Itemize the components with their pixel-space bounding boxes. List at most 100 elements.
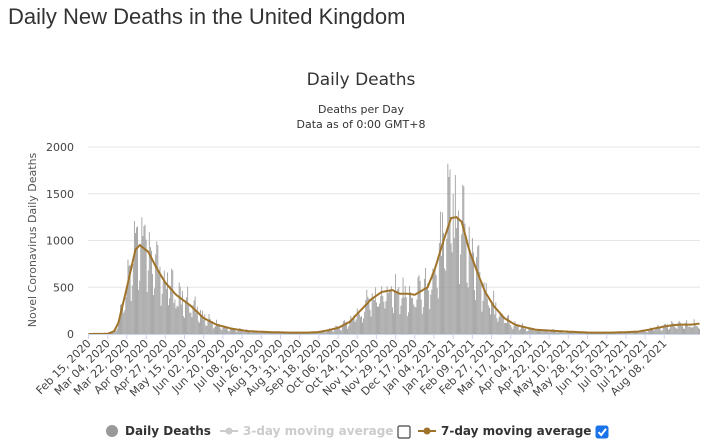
daily-deaths-bar	[397, 289, 399, 334]
daily-deaths-bar	[255, 331, 257, 334]
daily-deaths-bar	[406, 316, 408, 334]
gridlines	[88, 146, 700, 335]
daily-deaths-bar	[587, 333, 588, 334]
daily-deaths-bar	[515, 324, 517, 334]
daily-deaths-bar	[250, 332, 252, 334]
daily-deaths-bar	[545, 329, 547, 334]
daily-deaths-bar	[550, 330, 552, 334]
daily-deaths-bar	[377, 306, 378, 334]
daily-deaths-bar	[699, 329, 700, 334]
daily-deaths-bar	[328, 329, 329, 334]
daily-deaths-bar	[154, 288, 156, 334]
unchecked-checkbox-icon[interactable]	[397, 425, 411, 439]
daily-deaths-bar	[334, 328, 336, 334]
daily-deaths-bar	[362, 322, 363, 334]
daily-deaths-bar	[398, 287, 400, 334]
daily-deaths-bar	[529, 328, 531, 334]
daily-deaths-bar	[240, 329, 242, 334]
daily-deaths-bar	[438, 242, 440, 334]
checked-checkbox-icon[interactable]	[595, 425, 609, 439]
legend-3day-average[interactable]: 3-day moving average	[220, 424, 393, 438]
daily-deaths-bar	[238, 328, 240, 334]
daily-deaths-bar	[570, 331, 571, 334]
daily-deaths-bar	[395, 274, 397, 334]
daily-deaths-bar	[318, 332, 320, 334]
daily-deaths-bar	[496, 318, 498, 334]
daily-deaths-bar	[393, 313, 394, 334]
daily-deaths-bar	[453, 237, 455, 334]
daily-deaths-bar	[158, 270, 160, 334]
daily-deaths-bar	[427, 283, 429, 334]
daily-deaths-bar	[468, 226, 470, 334]
daily-deaths-bar	[662, 325, 664, 334]
daily-deaths-bar	[479, 272, 481, 334]
daily-deaths-bar	[486, 298, 488, 334]
daily-deaths-bar	[248, 331, 249, 334]
daily-deaths-bar	[242, 331, 244, 334]
daily-deaths-bar	[416, 299, 418, 334]
daily-deaths-bar	[506, 323, 507, 334]
daily-deaths-bar	[637, 331, 639, 334]
daily-deaths-bar	[655, 327, 657, 334]
daily-deaths-bar	[579, 332, 581, 334]
daily-deaths-bar	[136, 227, 137, 334]
daily-deaths-bar	[331, 328, 333, 334]
daily-deaths-bar	[169, 298, 170, 334]
y-tick-label: 1000	[46, 235, 74, 248]
daily-deaths-bar	[663, 324, 665, 334]
daily-deaths-bar	[695, 326, 697, 334]
legend-daily-deaths[interactable]: Daily Deaths	[106, 424, 211, 438]
daily-deaths-bar	[234, 327, 236, 334]
daily-deaths-bar	[691, 327, 693, 334]
daily-deaths-bar	[562, 332, 564, 334]
ma7-checkbox[interactable]	[595, 425, 609, 439]
daily-deaths-bar	[353, 315, 355, 334]
daily-deaths-bar	[388, 290, 390, 334]
daily-deaths-bar	[500, 314, 502, 334]
daily-deaths-bar	[624, 332, 626, 334]
daily-deaths-bar	[177, 306, 179, 334]
daily-deaths-bar	[120, 304, 121, 334]
daily-deaths-bar	[678, 320, 680, 334]
daily-deaths-bar	[205, 325, 207, 334]
daily-deaths-bar	[426, 287, 427, 334]
daily-deaths-bar	[367, 296, 369, 334]
daily-deaths-bar	[253, 331, 255, 334]
daily-deaths-bar	[212, 328, 214, 334]
daily-deaths-bar	[337, 326, 339, 334]
daily-deaths-bar	[323, 331, 325, 334]
daily-deaths-bar	[659, 326, 661, 334]
chart-subtitle-line-2: Data as of 0:00 GMT+8	[297, 118, 426, 131]
daily-deaths-bar	[237, 330, 239, 334]
daily-deaths-bar	[350, 315, 352, 334]
legend-7day-average[interactable]: 7-day moving average	[418, 424, 591, 438]
daily-deaths-bar	[217, 325, 218, 334]
daily-deaths-bar	[510, 325, 512, 334]
daily-deaths-bar	[348, 326, 350, 334]
daily-deaths-bar	[458, 210, 459, 334]
ma3-checkbox[interactable]	[397, 425, 411, 439]
daily-deaths-bar	[266, 333, 268, 334]
daily-deaths-bar	[336, 326, 338, 334]
daily-deaths-bar	[571, 332, 572, 334]
daily-deaths-bar	[366, 289, 368, 334]
daily-deaths-bar	[511, 327, 513, 334]
daily-deaths-bar	[155, 254, 157, 334]
daily-deaths-bar	[144, 224, 146, 334]
daily-deaths-bar	[688, 326, 690, 334]
daily-deaths-bar	[345, 322, 346, 334]
daily-deaths-bar	[532, 328, 534, 334]
daily-deaths-bar	[203, 319, 205, 334]
daily-deaths-bar	[226, 328, 228, 334]
daily-deaths-bar	[333, 331, 335, 334]
daily-deaths-bar	[216, 319, 217, 334]
daily-deaths-bar	[658, 326, 660, 334]
daily-deaths-bar	[123, 312, 125, 334]
daily-deaths-bar	[478, 245, 480, 334]
daily-deaths-bar	[420, 299, 422, 334]
daily-deaths-bar	[557, 332, 559, 334]
daily-deaths-bar	[681, 325, 683, 334]
daily-deaths-bar	[138, 289, 140, 334]
daily-deaths-bar	[558, 330, 560, 334]
